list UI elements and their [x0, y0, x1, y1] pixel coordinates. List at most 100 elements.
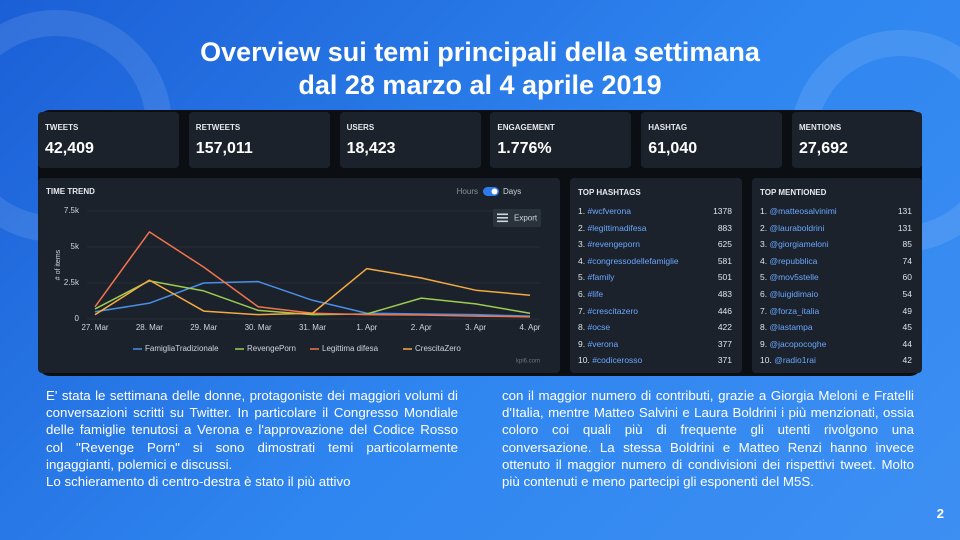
count: 483	[717, 289, 732, 299]
item: @lastampa	[769, 322, 813, 333]
title-line: Overview sui temi principali della setti…	[200, 37, 760, 67]
kpi-value: 42,409	[45, 140, 94, 157]
count: 377	[717, 338, 732, 349]
time-trend-panel: TIME TREND Hours Days Export # of items 0 2.5k…	[38, 178, 560, 373]
export-icon	[497, 213, 508, 216]
count: 446	[717, 305, 732, 316]
kpi-card: ENGAGEMENT 1.776%	[490, 112, 632, 168]
list-row: 1. @matteosalvinimi 131	[760, 206, 912, 222]
line-series	[94, 231, 531, 318]
rank: 9.	[760, 338, 768, 349]
list-row: 4. #congressodellefamiglie 581	[578, 256, 732, 272]
kpi-value: 61,040	[648, 140, 698, 157]
rank: 6.	[578, 289, 586, 299]
count: 422	[717, 322, 732, 333]
text-column: con il maggior numero di contributi, gra…	[502, 387, 914, 490]
toggle-label: Hours	[457, 187, 478, 196]
kpi-card: RETWEETS 157,011	[188, 112, 330, 168]
item: #legittimadifesa	[587, 222, 647, 233]
title-line: dal 28 marzo al 4 aprile 2019	[298, 70, 662, 100]
list-row: 6. #life 483	[578, 289, 732, 305]
list-row: 8. @lastampa 45	[760, 322, 912, 338]
item: #life	[587, 289, 604, 299]
x-tick-label: 29. Mar	[190, 323, 217, 332]
list-row: 4. @repubblica 74	[760, 256, 912, 272]
x-tick-label: 3. Apr	[465, 323, 486, 332]
rank: 9.	[578, 338, 586, 349]
rank: 7.	[578, 305, 586, 316]
kpi-value: 27,692	[799, 140, 848, 157]
count: 581	[717, 255, 732, 266]
item: #wcfverona	[587, 206, 631, 216]
x-tick-label: 4. Apr	[520, 323, 541, 332]
item: #family	[587, 272, 615, 283]
slide-title: Overview sui temi principali della setti…	[0, 36, 960, 102]
x-tick-label: 30. Mar	[245, 323, 272, 332]
list-row: 9. #verona 377	[578, 339, 732, 355]
rank: 1.	[760, 206, 768, 216]
kpi-label: MENTIONS	[799, 123, 842, 132]
item: @matteosalvinimi	[769, 206, 837, 216]
count: 1378	[713, 206, 732, 216]
count: 501	[717, 272, 732, 283]
x-tick-label: 1. Apr	[356, 323, 377, 332]
item: #ocse	[587, 322, 611, 333]
item: @lauraboldrini	[769, 222, 825, 233]
rank: 5.	[578, 272, 586, 283]
page-number: 2	[936, 506, 944, 521]
count: 131	[897, 206, 912, 216]
list-row: 1. #wcfverona 1378	[578, 206, 732, 222]
mentions-panel: TOP MENTIONED 1. @matteosalvinimi 131 2. @…	[752, 178, 922, 373]
line-series	[94, 280, 531, 316]
export-icon	[497, 217, 508, 219]
item: #verona	[587, 338, 619, 349]
item: #crescitazero	[587, 305, 639, 316]
count: 371	[717, 355, 732, 366]
count: 883	[717, 222, 732, 233]
toggle-knob	[491, 188, 498, 195]
rank: 8.	[578, 322, 586, 333]
count: 131	[897, 222, 912, 233]
y-tick-label: 5k	[71, 242, 80, 251]
kpi-value: 1.776%	[497, 140, 552, 157]
list-row: 7. @forza_italia 49	[760, 306, 912, 322]
y-tick-label: 0	[75, 314, 80, 323]
kpi-card: USERS 18,423	[339, 112, 481, 168]
panel-title: TOP HASHTAGS	[578, 188, 641, 197]
count: 42	[902, 355, 912, 366]
export-icon	[497, 220, 508, 223]
kpi-value: 18,423	[346, 140, 396, 157]
count: 49	[902, 305, 912, 316]
legend-label: Legittima difesa	[322, 344, 379, 353]
rank: 8.	[760, 322, 768, 333]
credit: kpi6.com	[516, 359, 540, 365]
rank: 10.	[578, 355, 590, 366]
dashboard: TWEETS 42,409 RETWEETS 157,011 USERS 18,423 EN…	[38, 110, 922, 376]
panel-title: TOP MENTIONED	[760, 188, 827, 197]
list-row: 8. #ocse 422	[578, 322, 732, 338]
rank: 3.	[578, 239, 586, 250]
kpi-card: MENTIONS 27,692	[792, 112, 922, 168]
y-axis-label: # of items	[55, 249, 62, 280]
rank: 10.	[760, 355, 772, 366]
kpi-value: 157,011	[195, 140, 253, 157]
paragraph: E' stata le settimana delle donne, prota…	[46, 388, 458, 472]
item: @jacopocoghe	[769, 338, 827, 349]
list-row: 2. #legittimadifesa 883	[578, 223, 732, 239]
x-tick-label: 28. Mar	[136, 323, 163, 332]
count: 60	[902, 272, 912, 283]
y-tick-label: 2.5k	[64, 278, 80, 287]
legend-label: CrescitaZero	[415, 344, 461, 353]
legend-label: FamigliaTradizionale	[145, 344, 219, 353]
legend-label: RevengePorn	[247, 344, 296, 353]
list-row: 5. #family 501	[578, 272, 732, 288]
rank: 4.	[760, 255, 768, 266]
kpi-label: HASHTAG	[648, 123, 688, 132]
item: @forza_italia	[769, 305, 820, 316]
count: 44	[902, 338, 912, 349]
count: 54	[902, 289, 912, 299]
item: #revengeporn	[587, 239, 640, 250]
item: @repubblica	[769, 255, 818, 266]
rank: 2.	[578, 222, 586, 233]
